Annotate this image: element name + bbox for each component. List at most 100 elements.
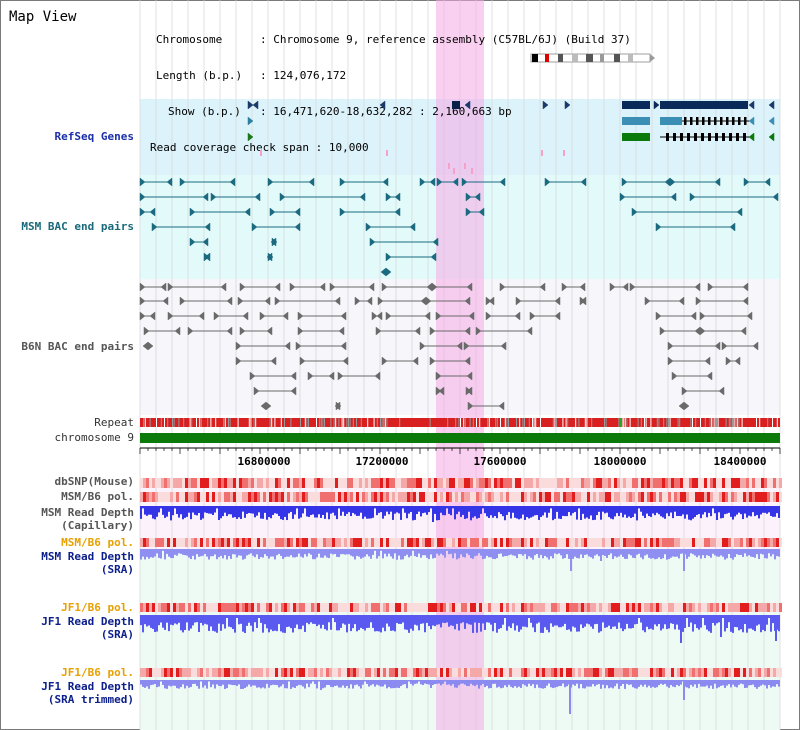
depth-spike bbox=[683, 549, 685, 571]
heat-cell bbox=[659, 492, 662, 502]
heat-cell bbox=[554, 668, 557, 677]
repeat-gap bbox=[308, 418, 309, 427]
heat-cell bbox=[581, 478, 584, 488]
heat-cell bbox=[746, 492, 749, 502]
depth-bar bbox=[166, 549, 168, 554]
depth-bar bbox=[156, 506, 158, 517]
depth-bar bbox=[396, 680, 398, 688]
heat-cell bbox=[632, 492, 635, 502]
heat-cell bbox=[320, 478, 323, 488]
heat-cell bbox=[302, 668, 305, 677]
depth-bar bbox=[762, 506, 764, 513]
depth-bar bbox=[186, 680, 188, 686]
heat-cell bbox=[155, 668, 158, 677]
heat-cell bbox=[332, 478, 335, 488]
depth-bar bbox=[258, 615, 260, 618]
depth-bar bbox=[654, 680, 656, 688]
depth-bar bbox=[142, 506, 144, 509]
depth-bar bbox=[696, 615, 698, 629]
heat-cell bbox=[344, 492, 347, 502]
depth-bar bbox=[162, 549, 164, 551]
heat-cell bbox=[344, 668, 347, 677]
heat-cell bbox=[185, 538, 188, 547]
bac-end-right bbox=[162, 296, 169, 306]
depth-bar bbox=[700, 615, 702, 628]
heat-cell bbox=[200, 478, 203, 488]
bac-end-left bbox=[371, 311, 378, 321]
repeat-gap bbox=[228, 418, 229, 427]
depth-bar bbox=[240, 506, 242, 519]
depth-bar bbox=[152, 680, 154, 685]
depth-bar bbox=[556, 506, 558, 512]
depth-bar bbox=[472, 680, 474, 686]
depth-bar bbox=[418, 615, 420, 631]
bac-end-right bbox=[499, 177, 506, 187]
depth-bar bbox=[530, 549, 532, 558]
depth-bar bbox=[188, 506, 190, 513]
repeat-gap bbox=[565, 418, 567, 427]
depth-bar bbox=[668, 549, 670, 560]
heat-cell bbox=[620, 492, 623, 502]
heat-cell bbox=[536, 538, 539, 547]
heat-cell bbox=[416, 603, 419, 612]
heat-cell bbox=[224, 478, 227, 488]
heat-cell bbox=[542, 538, 545, 547]
depth-bar bbox=[424, 506, 426, 513]
depth-bar bbox=[480, 615, 482, 632]
depth-bar bbox=[628, 549, 630, 555]
heat-cell bbox=[704, 478, 707, 488]
chromosome-ideogram[interactable] bbox=[530, 53, 656, 63]
depth-bar bbox=[206, 615, 208, 625]
bac-end-left bbox=[279, 192, 286, 202]
heat-cell bbox=[425, 603, 428, 612]
depth-bar bbox=[714, 615, 716, 626]
heat-cell bbox=[743, 603, 746, 612]
heat-cell bbox=[731, 492, 734, 502]
depth-bar bbox=[482, 506, 484, 509]
heat-cell bbox=[479, 668, 482, 677]
refseq-genes-label[interactable]: RefSeq Genes bbox=[54, 130, 134, 143]
depth-bar bbox=[432, 680, 434, 686]
heat-cell bbox=[269, 538, 272, 547]
repeat-gap bbox=[528, 418, 530, 427]
depth-bar bbox=[396, 506, 398, 513]
depth-bar bbox=[402, 506, 404, 509]
heat-cell bbox=[242, 492, 245, 502]
msm-bac-label[interactable]: MSM BAC end pairs bbox=[21, 220, 134, 233]
depth-bar bbox=[210, 615, 212, 627]
heat-cell bbox=[308, 668, 311, 677]
depth-bar bbox=[686, 506, 688, 515]
heat-cell bbox=[365, 478, 368, 488]
heat-cell bbox=[290, 668, 293, 677]
heat-cell bbox=[725, 538, 728, 547]
heat-cell bbox=[503, 492, 506, 502]
depth-bar bbox=[192, 549, 194, 556]
depth-bar bbox=[768, 615, 770, 618]
depth-bar bbox=[764, 549, 766, 559]
jf1-b6-pol-strip bbox=[140, 603, 782, 612]
bac-end-right bbox=[752, 341, 759, 351]
heat-cell bbox=[368, 603, 371, 612]
depth-bar bbox=[480, 549, 482, 556]
depth-bar bbox=[320, 549, 322, 558]
depth-bar bbox=[752, 615, 754, 630]
repeat-track bbox=[140, 418, 780, 427]
repeat-gap bbox=[333, 418, 335, 427]
depth-bar bbox=[204, 549, 206, 554]
depth-bar bbox=[230, 549, 232, 559]
depth-bar bbox=[634, 506, 636, 514]
heat-cell bbox=[509, 492, 512, 502]
heat-cell bbox=[722, 492, 725, 502]
heat-cell bbox=[167, 492, 170, 502]
heat-cell bbox=[734, 668, 737, 677]
heat-cell bbox=[272, 538, 275, 547]
heat-cell bbox=[242, 538, 245, 547]
repeat-gap bbox=[274, 418, 276, 427]
repeat-gap bbox=[383, 418, 385, 427]
depth-bar bbox=[648, 680, 650, 686]
depth-bar bbox=[200, 680, 202, 682]
depth-bar bbox=[542, 549, 544, 559]
heat-cell bbox=[770, 492, 773, 502]
b6n-bac-label[interactable]: B6N BAC end pairs bbox=[21, 340, 134, 353]
